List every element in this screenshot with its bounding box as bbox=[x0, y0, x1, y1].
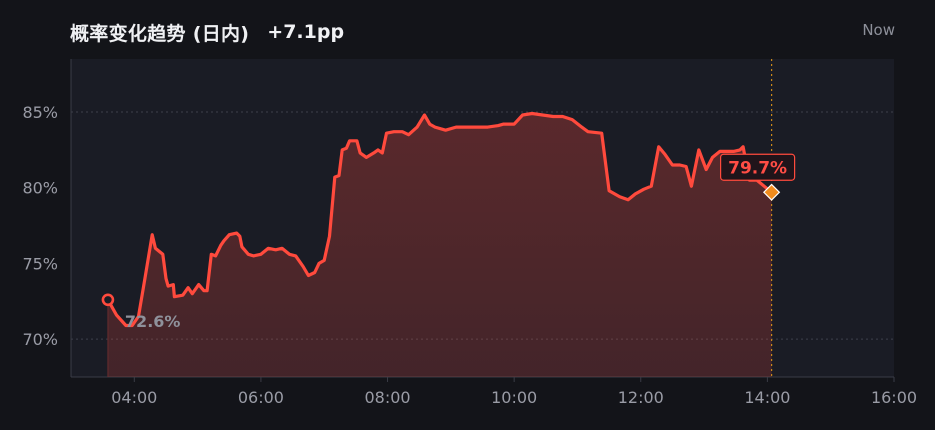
end-value-label: 79.7% bbox=[728, 158, 787, 178]
x-tick-label: 04:00 bbox=[111, 388, 157, 407]
x-tick-label: 06:00 bbox=[238, 388, 284, 407]
change-value: +7.1pp bbox=[267, 21, 345, 43]
x-tick-label: 14:00 bbox=[744, 388, 790, 407]
x-tick-label: 10:00 bbox=[491, 388, 537, 407]
now-label: Now bbox=[862, 21, 895, 39]
end-point-marker bbox=[762, 183, 781, 201]
y-tick-label: 70% bbox=[22, 330, 58, 349]
x-tick-label: 12:00 bbox=[618, 388, 664, 407]
y-tick-labels: 70% 75% 80% 85% bbox=[22, 103, 58, 349]
y-tick-label: 80% bbox=[22, 179, 58, 198]
y-tick-label: 75% bbox=[22, 254, 58, 273]
y-tick-label: 85% bbox=[22, 103, 58, 122]
series-area bbox=[107, 113, 772, 377]
x-tick-labels: 04:00 06:00 08:00 10:00 12:00 14:00 16:00 bbox=[111, 377, 917, 407]
end-value-box bbox=[720, 153, 796, 181]
chart-title: 概率变化趋势 (日内) bbox=[70, 22, 250, 45]
start-point-marker bbox=[101, 293, 115, 307]
x-tick-label: 16:00 bbox=[871, 388, 917, 407]
series-line bbox=[106, 111, 774, 328]
x-tick-label: 08:00 bbox=[364, 388, 410, 407]
start-value-label: 72.6% bbox=[125, 312, 181, 331]
chart-header: 概率变化趋势 (日内) +7.1pp bbox=[70, 18, 344, 46]
